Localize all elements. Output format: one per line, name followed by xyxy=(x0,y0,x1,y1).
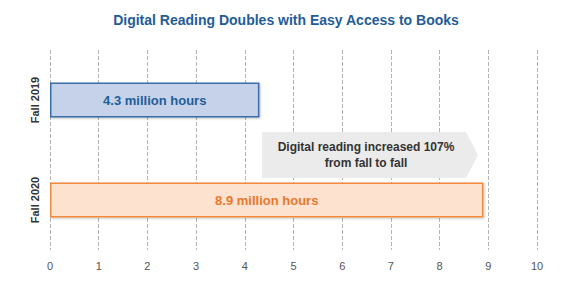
svg-text:4: 4 xyxy=(242,260,248,272)
svg-text:Fall 2019: Fall 2019 xyxy=(29,77,41,123)
svg-text:4.3 million hours: 4.3 million hours xyxy=(103,93,206,108)
svg-text:10: 10 xyxy=(531,260,543,272)
svg-text:8: 8 xyxy=(437,260,443,272)
svg-text:6: 6 xyxy=(339,260,345,272)
svg-text:from fall to fall: from fall to fall xyxy=(325,156,408,170)
svg-text:8.9 million hours: 8.9 million hours xyxy=(215,193,318,208)
svg-text:7: 7 xyxy=(388,260,394,272)
svg-text:5: 5 xyxy=(290,260,296,272)
svg-text:Fall 2020: Fall 2020 xyxy=(29,177,41,223)
svg-text:1: 1 xyxy=(96,260,102,272)
svg-text:9: 9 xyxy=(485,260,491,272)
svg-text:Digital reading increased 107%: Digital reading increased 107% xyxy=(278,140,455,154)
svg-text:2: 2 xyxy=(144,260,150,272)
svg-text:0: 0 xyxy=(47,260,53,272)
svg-text:3: 3 xyxy=(193,260,199,272)
svg-text:Digital Reading Doubles with E: Digital Reading Doubles with Easy Access… xyxy=(113,12,459,28)
